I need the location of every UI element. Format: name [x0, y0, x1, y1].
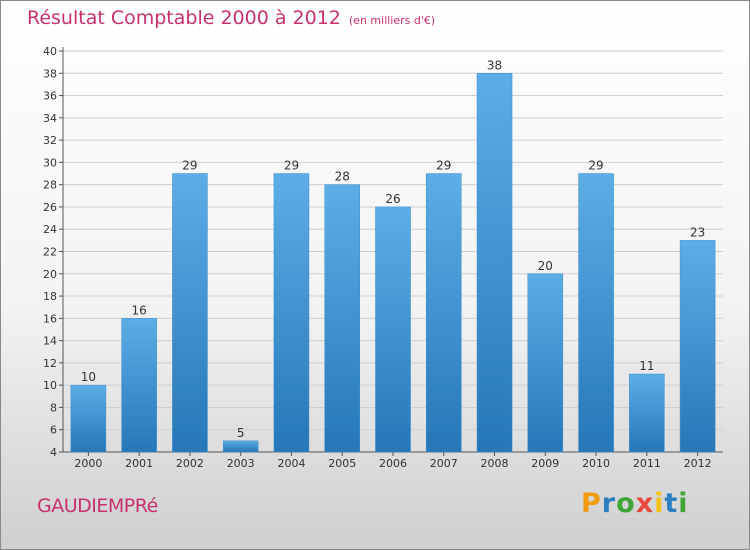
x-tick-label: 2010: [582, 457, 610, 470]
y-tick-label: 26: [43, 201, 57, 214]
logo-letter: t: [664, 488, 679, 519]
y-tick-label: 30: [43, 156, 57, 169]
logo-letter: o: [616, 488, 636, 519]
y-tick-label: 20: [43, 268, 57, 281]
data-label: 28: [335, 170, 350, 184]
x-tick-label: 2012: [684, 457, 712, 470]
bar-2012: [679, 240, 716, 453]
x-tick-label: 2005: [328, 457, 356, 470]
bar-2005: [324, 184, 360, 453]
y-tick-label: 14: [43, 335, 57, 348]
logo-letter: r: [601, 488, 617, 519]
y-tick-label: 18: [43, 290, 57, 303]
logo-letter: P: [581, 488, 602, 519]
data-label: 16: [132, 303, 147, 317]
y-tick-label: 32: [43, 134, 57, 147]
chart-title: Résultat Comptable 2000 à 2012: [27, 7, 341, 29]
bar-2008: [476, 73, 513, 453]
bar-2003: [222, 440, 259, 453]
y-tick-label: 34: [43, 112, 57, 125]
unit-label: (en milliers d'€): [348, 14, 436, 27]
y-tick-label: 16: [43, 312, 57, 325]
y-tick-label: 10: [43, 379, 57, 392]
bar-2000: [70, 384, 107, 453]
y-tick-label: 24: [43, 223, 57, 236]
data-label: 11: [639, 359, 654, 373]
y-tick-label: 4: [50, 446, 57, 459]
bar-2011: [629, 373, 665, 453]
bar-2004: [273, 173, 310, 453]
data-label: 5: [237, 426, 245, 440]
y-tick-label: 40: [43, 45, 57, 58]
bar-2009: [527, 273, 564, 453]
y-tick-label: 8: [50, 401, 57, 414]
data-label: 38: [487, 58, 502, 72]
x-tick-label: 2008: [481, 457, 509, 470]
data-label: 23: [690, 225, 705, 239]
x-tick-label: 2009: [531, 457, 559, 470]
data-labels: 10 16 29 5 29 28 26 29 38 20 29 11 23: [81, 58, 706, 440]
x-tick-label: 2002: [176, 457, 204, 470]
x-tick-label: 2001: [125, 457, 153, 470]
data-label: 29: [284, 159, 299, 173]
bar-2001: [121, 318, 157, 453]
y-tick-label: 36: [43, 90, 57, 103]
proxiti-logo[interactable]: Proxiti: [581, 488, 689, 519]
x-tick-label: 2004: [277, 457, 305, 470]
bar-2002: [172, 173, 208, 453]
y-tick-label: 28: [43, 179, 57, 192]
bars: [70, 73, 716, 453]
x-tick-label: 2000: [74, 457, 102, 470]
x-tick-label: 2006: [379, 457, 407, 470]
y-tick-label: 22: [43, 246, 57, 259]
data-label: 26: [385, 192, 400, 206]
data-label: 29: [436, 159, 451, 173]
y-tick-label: 38: [43, 67, 57, 80]
logo-letter: x: [635, 488, 655, 519]
data-label: 29: [182, 159, 197, 173]
y-tick-label: 6: [50, 424, 57, 437]
data-label: 20: [538, 259, 553, 273]
bar-2007: [426, 173, 462, 453]
bar-2006: [375, 206, 411, 453]
chart-title-block: Résultat Comptable 2000 à 2012 (en millie…: [27, 7, 435, 29]
y-tick-label: 12: [43, 357, 57, 370]
x-tick-label: 2003: [227, 457, 255, 470]
bar-2010: [578, 173, 614, 453]
logo-letter: i: [678, 488, 689, 519]
data-label: 29: [588, 159, 603, 173]
tick-labels: 4 6 8 10 12 14 16 18 20 22 24 26 28 30 32 34 36 38 40 2000 2…: [43, 45, 712, 470]
logo-letter: i: [654, 488, 665, 519]
x-tick-label: 2011: [633, 457, 661, 470]
x-tick-label: 2007: [430, 457, 458, 470]
commune-name: GAUDIEMPRé: [37, 495, 158, 517]
data-label: 10: [81, 370, 96, 384]
